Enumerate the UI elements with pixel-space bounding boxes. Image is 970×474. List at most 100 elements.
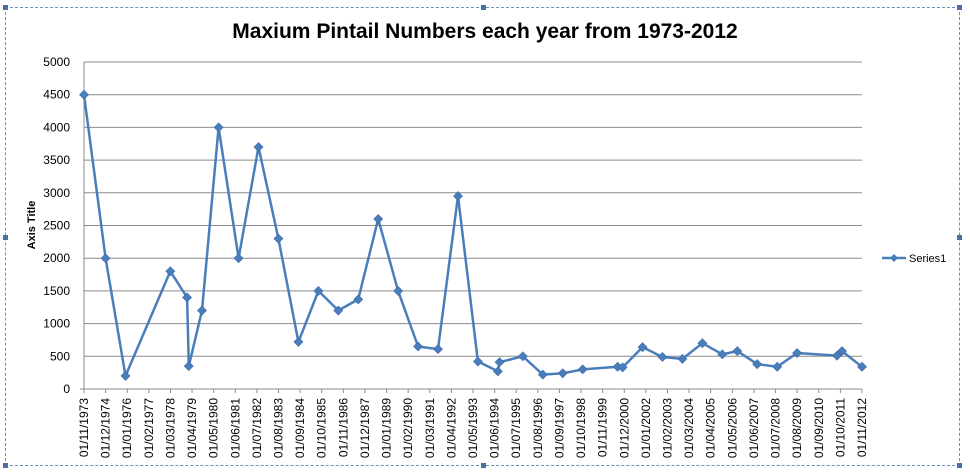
x-tick-label: 01/06/2007 <box>747 398 761 458</box>
y-tick-label: 3500 <box>43 153 70 167</box>
y-tick-label: 500 <box>50 349 70 363</box>
x-tick-label: 01/11/1973 <box>77 398 91 457</box>
series-line <box>82 94 863 378</box>
chart-title: Maxium Pintail Numbers each year from 19… <box>232 20 737 43</box>
series-layer <box>79 89 867 381</box>
x-tick-label: 01/07/2008 <box>769 398 783 458</box>
x-tick-label: 01/01/1976 <box>120 398 134 458</box>
x-tick-label: 01/11/1986 <box>336 398 350 457</box>
x-tick-label: 01/09/1997 <box>552 398 566 458</box>
x-tick-label: 01/10/1998 <box>574 398 588 458</box>
x-tick-label: 01/06/1994 <box>488 398 502 458</box>
data-point-marker <box>717 349 728 360</box>
data-point-marker <box>792 348 803 358</box>
data-point-marker <box>473 356 483 367</box>
x-tick-label: 01/11/2012 <box>855 398 869 457</box>
data-point-marker <box>752 359 763 370</box>
data-point-marker <box>182 292 192 303</box>
data-point-marker <box>273 233 284 244</box>
resize-handle-top-left[interactable] <box>3 5 8 10</box>
data-point-marker <box>772 361 783 372</box>
data-point-marker <box>857 361 867 372</box>
data-point-marker <box>537 369 548 380</box>
data-point-marker <box>657 352 668 362</box>
data-point-marker <box>637 342 648 353</box>
y-tick-label: 2500 <box>43 219 70 233</box>
x-tick-labels: 01/11/1973 01/12/1974 01/01/1976 01/02/1977… <box>77 398 869 458</box>
x-tick-label: 01/01/1989 <box>380 398 394 458</box>
data-point-marker <box>832 350 842 361</box>
data-point-marker <box>617 362 628 373</box>
data-point-marker <box>732 346 743 356</box>
data-point-marker <box>100 253 111 264</box>
data-point-marker <box>393 285 404 296</box>
y-tick-label: 4000 <box>43 120 70 134</box>
x-tick-label: 01/04/1979 <box>185 398 199 458</box>
data-point-marker <box>120 370 131 381</box>
data-point-marker <box>577 364 588 375</box>
resize-handle-middle-right[interactable] <box>957 235 962 240</box>
x-tick-label: 01/09/1984 <box>293 398 307 458</box>
y-tick-label: 5000 <box>43 55 70 69</box>
y-tick-label: 3000 <box>43 186 70 200</box>
data-point-marker <box>353 294 364 305</box>
x-tick-label: 01/12/1987 <box>358 398 372 458</box>
x-tick-label: 01/03/1991 <box>423 398 437 458</box>
x-tick-label: 01/02/2003 <box>661 398 675 458</box>
y-axis-title: Axis Title <box>26 201 38 250</box>
resize-handle-top-right[interactable] <box>957 5 962 10</box>
data-point-marker <box>183 361 194 372</box>
y-tick-label: 1000 <box>43 317 70 331</box>
data-point-marker <box>253 142 264 152</box>
data-point-marker <box>492 366 503 377</box>
x-tick-label: 01/05/1980 <box>207 398 221 458</box>
x-tick-label: 01/08/1983 <box>272 398 286 458</box>
x-tick-label: 01/06/1981 <box>228 398 242 458</box>
resize-handle-top-middle[interactable] <box>481 5 486 10</box>
resize-handle-bottom-left[interactable] <box>3 463 8 468</box>
x-tick-label: 01/12/1974 <box>99 398 113 458</box>
data-point-marker <box>837 346 847 356</box>
x-tick-label: 01/09/2010 <box>812 398 826 458</box>
data-point-marker <box>557 368 568 379</box>
data-point-marker <box>677 353 688 364</box>
x-tick-label: 01/07/1995 <box>509 398 523 458</box>
data-point-marker <box>697 338 708 349</box>
legend[interactable]: Series1 <box>882 253 946 265</box>
x-tick-label: 01/10/2011 <box>833 398 847 457</box>
chart-frame[interactable] <box>3 5 962 468</box>
x-tick-label: 01/07/1982 <box>250 398 264 458</box>
x-tick-label: 01/04/1992 <box>444 398 458 458</box>
x-tick-label: 01/11/1999 <box>596 398 610 457</box>
data-point-marker <box>494 357 505 368</box>
data-point-marker <box>517 351 528 362</box>
y-tick-label: 0 <box>63 382 70 396</box>
y-tick-label: 1500 <box>43 284 70 298</box>
y-tick-labels: 0 500 1000 1500 2000 2500 3000 3500 4000 4500 5000 <box>43 55 70 396</box>
data-point-marker <box>197 305 207 316</box>
resize-handle-bottom-middle[interactable] <box>481 463 486 468</box>
x-tick-label: 01/03/2004 <box>682 398 696 458</box>
x-tick-label: 01/08/1996 <box>531 398 545 458</box>
x-tick-label: 01/02/1977 <box>142 398 156 458</box>
data-point-marker <box>233 253 244 264</box>
x-tick-label: 01/05/1993 <box>466 398 480 458</box>
x-tick-label: 01/03/1978 <box>163 398 177 458</box>
resize-handle-middle-left[interactable] <box>3 235 8 240</box>
x-tick-label: 01/04/2005 <box>704 398 718 458</box>
legend-marker <box>890 254 898 262</box>
data-point-marker <box>313 285 324 296</box>
x-tick-label: 01/08/2009 <box>790 398 804 458</box>
data-point-marker <box>333 305 344 316</box>
data-point-marker <box>213 122 224 133</box>
x-tick-label: 01/01/2002 <box>639 398 653 458</box>
y-tick-label: 4500 <box>43 88 70 102</box>
data-point-marker <box>79 89 89 100</box>
x-tick-label: 01/02/1990 <box>401 398 415 458</box>
x-tick-label: 01/10/1985 <box>315 398 329 458</box>
resize-handle-bottom-right[interactable] <box>957 463 962 468</box>
data-point-marker <box>373 214 384 224</box>
data-point-marker <box>413 341 424 352</box>
x-tick-label: 01/05/2006 <box>725 398 739 458</box>
